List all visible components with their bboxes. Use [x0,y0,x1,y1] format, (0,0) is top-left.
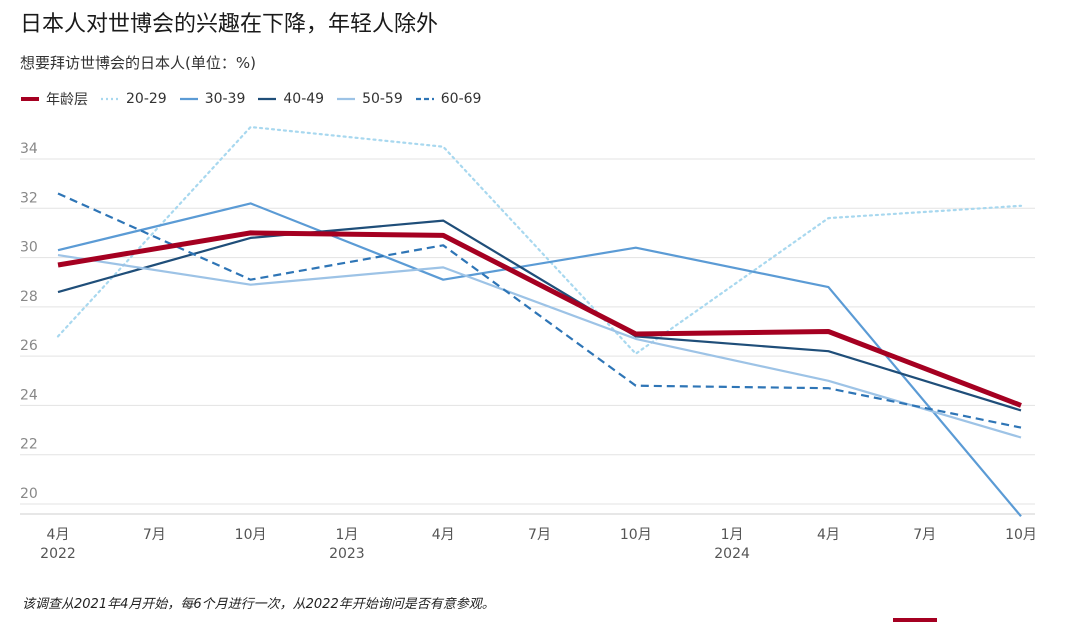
y-tick-label: 26 [20,338,38,354]
legend-swatch [101,97,119,101]
x-tick-year-label: 2022 [40,546,76,562]
legend-item: 30-39 [179,91,246,107]
legend-label: 年龄层 [46,92,88,108]
legend-item: 40-49 [257,91,324,107]
legend-swatch [258,97,277,101]
x-tick-label: 10月 [1005,527,1037,543]
chart-footnote: 该调查从2021年4月开始，每6个月进行一次，从2022年开始询问是否有意参观。 [22,597,495,612]
legend-label: 30-39 [204,91,246,107]
chart-title: 日本人对世博会的兴趣在下降，年轻人除外 [20,12,439,37]
series-line-年龄层 [57,230,1022,408]
series-line-30-39 [57,202,1022,518]
legend-swatch [337,97,356,101]
series-line-40-49 [57,219,1022,412]
legend-label: 20-29 [126,91,167,107]
x-tick-label: 4月 [47,527,70,543]
legend-swatch [415,97,434,101]
legend-item: 20-29 [100,91,167,107]
x-tick-label: 4月 [432,527,455,543]
y-tick-label: 24 [20,387,38,403]
x-tick-label: 7月 [913,527,936,543]
x-tick-label: 7月 [528,527,551,543]
y-tick-label: 22 [20,437,38,453]
x-tick-label: 10月 [235,527,267,543]
legend-item: 60-69 [415,91,482,107]
legend-item: 年龄层 [20,89,88,109]
y-tick-label: 28 [20,289,38,305]
legend-swatch [21,97,39,101]
legend-label: 60-69 [440,91,482,107]
x-tick-label: 1月 [721,527,744,543]
legend-label: 40-49 [283,91,325,107]
chart-legend: 年龄层 20-29 30-39 40-49 50-59 60-69 [20,89,493,109]
x-tick-label: 4月 [817,527,840,543]
x-tick-label: 7月 [143,527,166,543]
x-tick-label: 1月 [335,527,358,543]
y-tick-label: 34 [20,141,38,157]
brand-mark [893,618,937,622]
legend-swatch [179,97,198,101]
legend-label: 50-59 [362,91,403,107]
x-tick-year-label: 2023 [329,546,365,562]
series-line-60-69 [57,192,1022,429]
series-line-20-29 [56,125,1023,355]
y-tick-label: 30 [20,240,38,256]
x-tick-year-label: 2024 [714,546,750,562]
chart-subtitle: 想要拜访世博会的日本人(单位：%) [20,54,256,72]
series-line-50-59 [57,254,1022,439]
x-tick-label: 10月 [620,527,652,543]
y-tick-label: 20 [20,486,38,502]
legend-item: 50-59 [336,91,403,107]
y-tick-label: 32 [20,190,38,206]
